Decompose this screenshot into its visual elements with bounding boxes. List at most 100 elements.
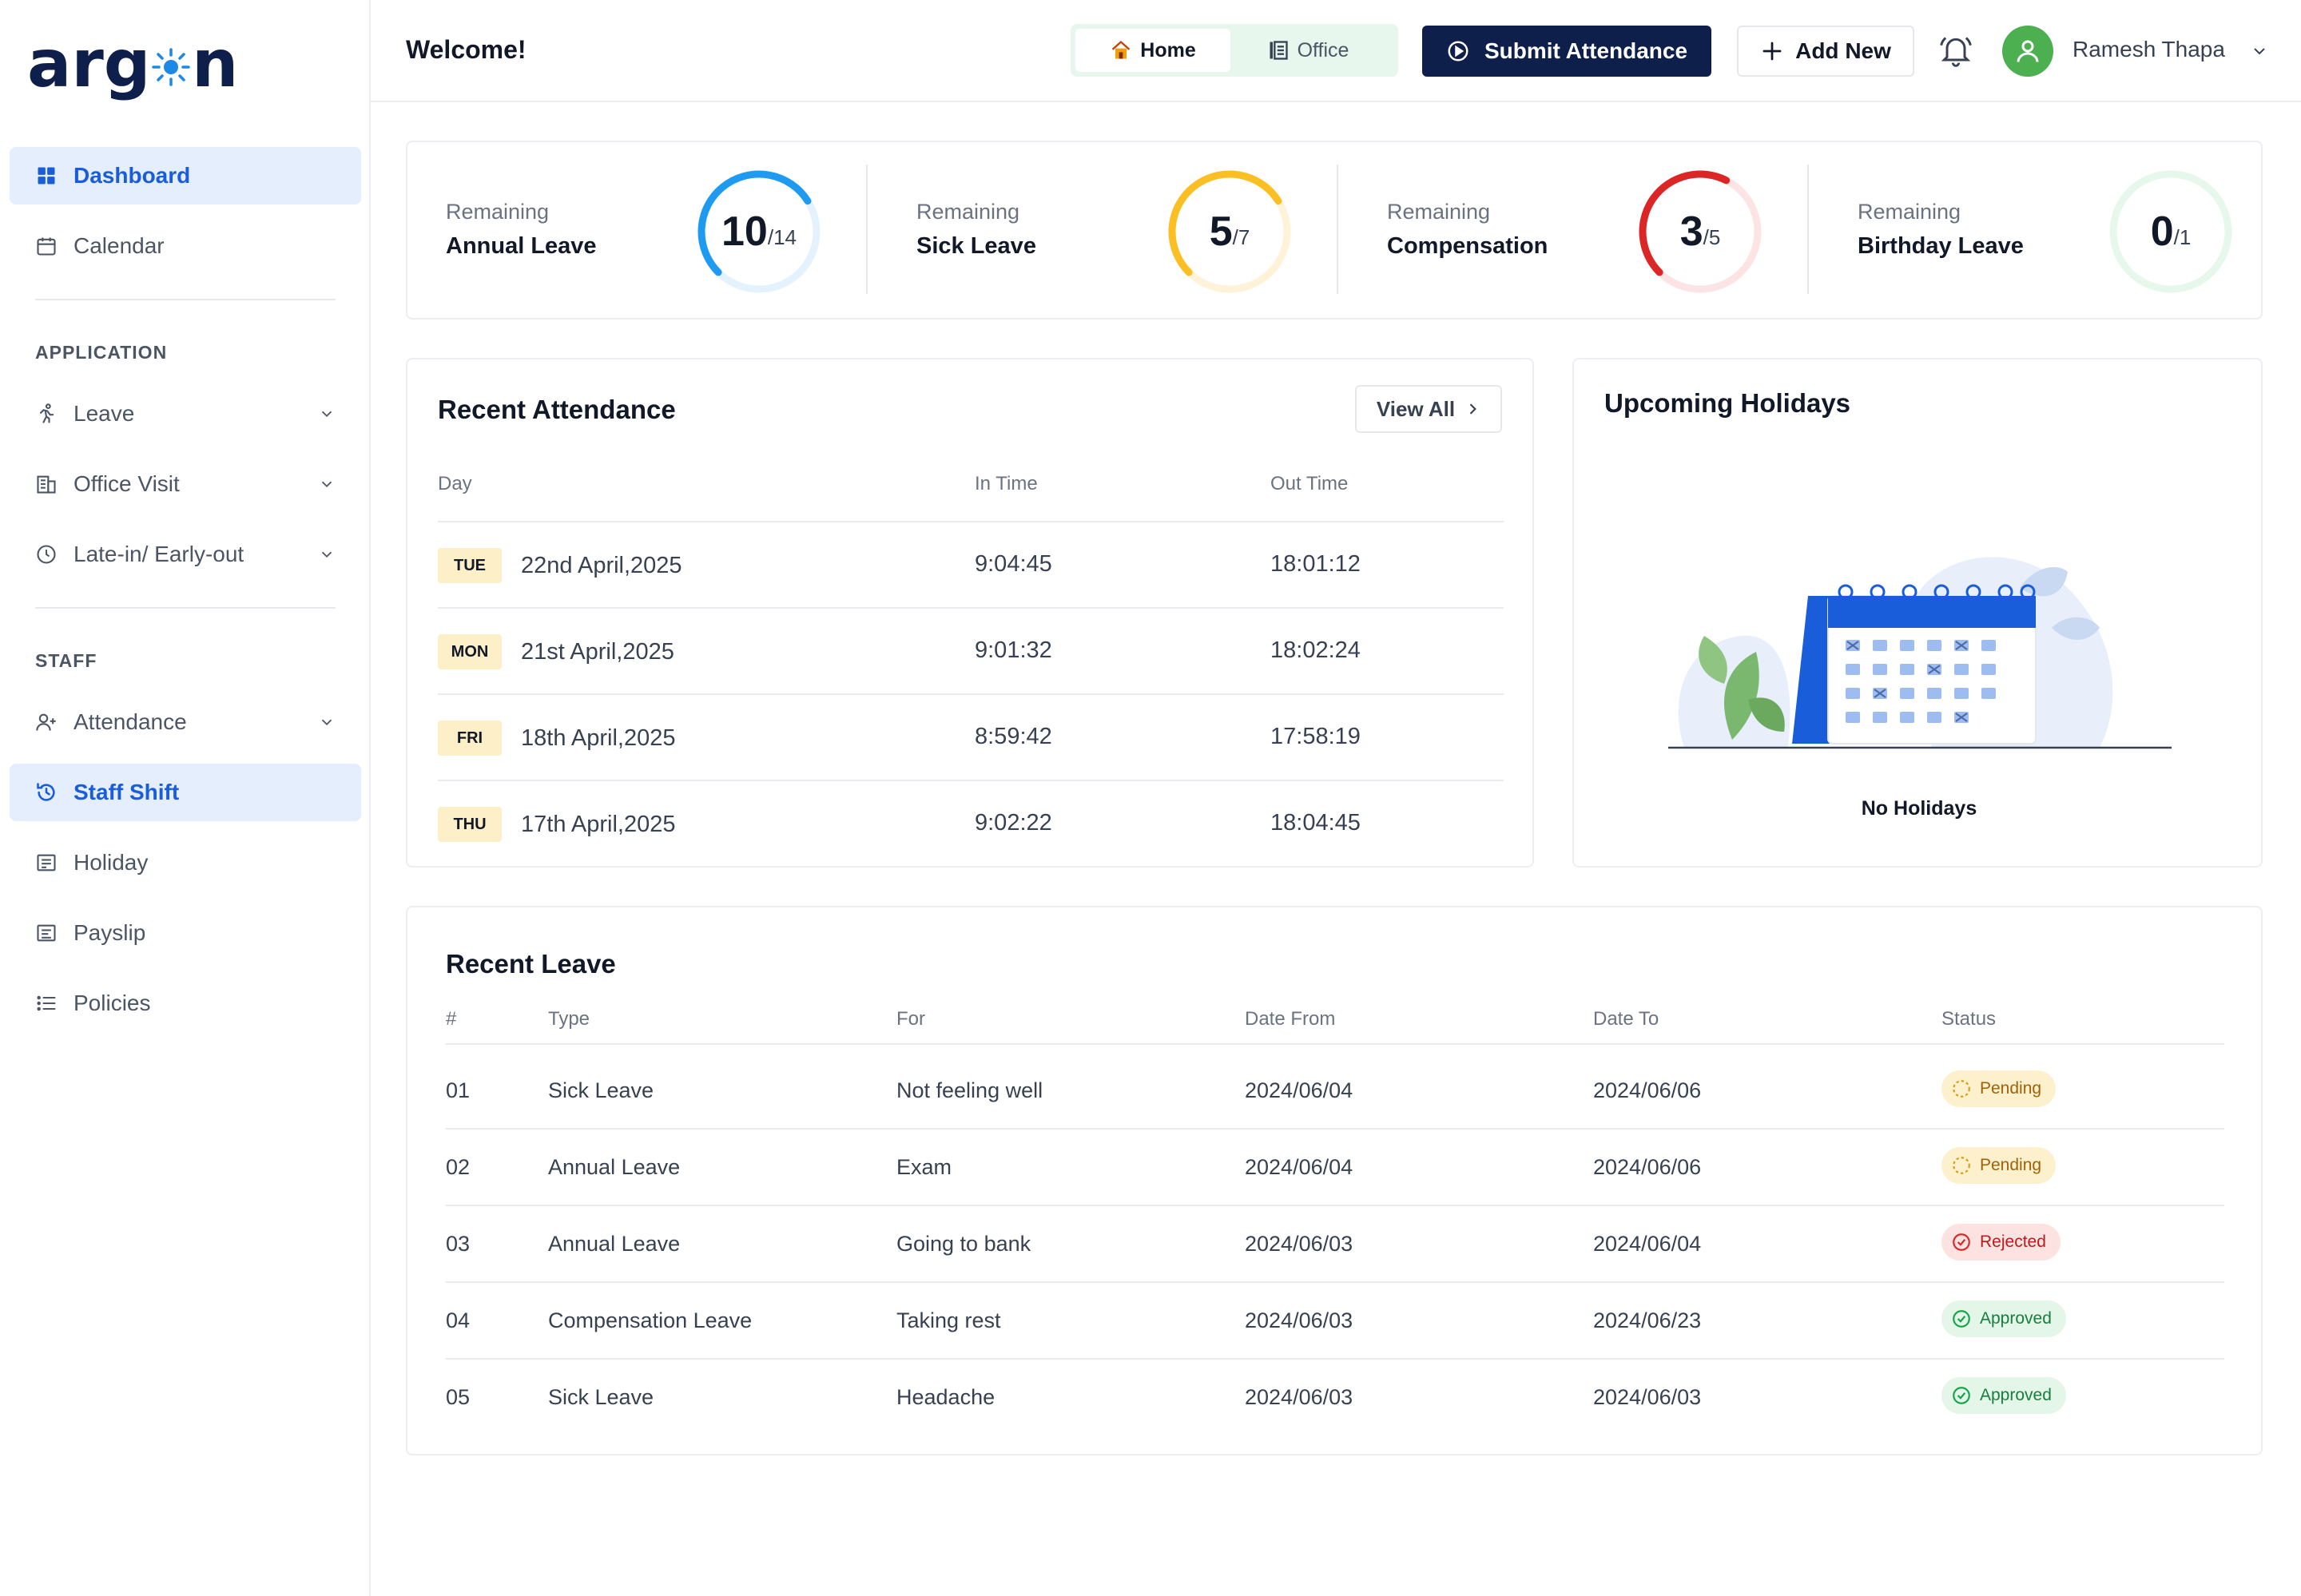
- leave-total: /1: [2173, 224, 2192, 249]
- leave-caption: Remaining: [916, 200, 1020, 224]
- column-header-in-time: In Time: [975, 473, 1038, 494]
- leave-type: Sick Leave: [548, 1385, 654, 1409]
- history-icon: [37, 783, 55, 801]
- row-divider: [438, 780, 1504, 781]
- avatar[interactable]: [2002, 26, 2053, 77]
- add-new-button[interactable]: Add New: [1737, 26, 1914, 77]
- user-name[interactable]: Ramesh Thapa: [2072, 37, 2225, 62]
- leave-remaining: 10: [721, 208, 768, 255]
- sidebar-item-attendance[interactable]: Attendance: [10, 693, 361, 751]
- chevron-down-icon: [321, 481, 332, 488]
- leave-summary-sick: Remaining Sick Leave 5/7: [916, 142, 1332, 318]
- row-divider: [438, 607, 1504, 609]
- leave-name: Sick Leave: [916, 233, 1036, 259]
- bell-icon: [1940, 37, 1972, 67]
- grid-icon: [38, 167, 55, 185]
- leave-reason: Headache: [896, 1385, 996, 1409]
- welcome-title: Welcome!: [406, 35, 527, 64]
- chevron-down-icon: [321, 719, 332, 726]
- attendance-in-time: 9:04:45: [975, 551, 1052, 577]
- status-badge: Approved: [1941, 1377, 2066, 1414]
- leave-reason: Exam: [896, 1155, 952, 1179]
- work-location-toggle: Home Office: [1071, 24, 1398, 77]
- column-header-date-from: Date From: [1245, 1008, 1336, 1030]
- recent-attendance-title: Recent Attendance: [438, 395, 676, 424]
- attendance-in-time: 9:01:32: [975, 637, 1052, 663]
- sidebar-item-label: Dashboard: [74, 163, 191, 188]
- argon-logo-icon: arg n: [27, 34, 236, 102]
- chevron-down-icon: [321, 551, 332, 558]
- calendar-illustration-icon: [1668, 557, 2172, 749]
- sidebar-item-label: Staff Shift: [74, 780, 180, 804]
- leave-total: /5: [1703, 224, 1721, 249]
- logo[interactable]: arg n: [27, 34, 236, 110]
- sidebar-item-holiday[interactable]: Holiday: [10, 834, 361, 891]
- leave-date-from: 2024/06/03: [1245, 1385, 1353, 1409]
- sidebar-item-policies[interactable]: Policies: [10, 975, 361, 1032]
- leave-caption: Remaining: [1387, 200, 1491, 224]
- row-divider: [438, 693, 1504, 695]
- column-header-day: Day: [438, 473, 472, 494]
- row-divider: [446, 1358, 2224, 1360]
- sidebar-item-late-in-early-out[interactable]: Late-in/ Early-out: [10, 526, 361, 583]
- upcoming-holidays-card: Upcoming Holidays: [1572, 358, 2263, 867]
- row-divider: [446, 1043, 2224, 1045]
- leave-count: 0/1: [2105, 166, 2236, 297]
- pending-icon: [1953, 1157, 1970, 1174]
- column-header-status: Status: [1941, 1008, 1997, 1030]
- user-plus-icon: [36, 713, 56, 731]
- leave-date-to: 2024/06/23: [1593, 1308, 1702, 1332]
- sidebar-item-leave[interactable]: Leave: [10, 385, 361, 443]
- toggle-office[interactable]: Office: [1230, 29, 1385, 72]
- leave-remaining: 3: [1679, 208, 1703, 255]
- leave-name: Annual Leave: [446, 233, 597, 259]
- leave-caption: Remaining: [1858, 200, 1961, 224]
- top-header: Welcome! Home Office Submit Attendance A…: [371, 0, 2301, 102]
- sidebar-item-office-visit[interactable]: Office Visit: [10, 455, 361, 513]
- leave-type: Annual Leave: [548, 1155, 681, 1179]
- leave-date-to: 2024/06/03: [1593, 1385, 1702, 1409]
- sidebar-item-dashboard[interactable]: Dashboard: [10, 147, 361, 204]
- leave-type: Annual Leave: [548, 1232, 681, 1256]
- leave-summary-annual: Remaining Annual Leave 10/14: [446, 142, 861, 318]
- leave-remaining: 0: [2150, 208, 2174, 255]
- column-header-number: #: [446, 1008, 457, 1030]
- sidebar-item-staff-shift[interactable]: Staff Shift: [10, 764, 361, 821]
- approved-check-icon: [1953, 1310, 1970, 1328]
- view-all-button[interactable]: View All: [1355, 385, 1502, 433]
- sidebar-item-calendar[interactable]: Calendar: [10, 217, 361, 275]
- notification-bell[interactable]: [1938, 32, 1973, 70]
- summary-divider: [1807, 165, 1809, 294]
- list-icon: [37, 995, 56, 1011]
- no-holidays-text: No Holidays: [1861, 797, 1977, 820]
- attendance-in-time: 8:59:42: [975, 724, 1052, 749]
- leave-total: /7: [1232, 224, 1250, 249]
- user-icon: [2017, 40, 2039, 62]
- section-title-staff: STAFF: [35, 650, 97, 671]
- chevron-down-icon: [2254, 48, 2265, 55]
- toggle-home[interactable]: Home: [1075, 29, 1230, 72]
- status-badge: Pending: [1941, 1070, 2057, 1107]
- leave-reason: Taking rest: [896, 1308, 1001, 1332]
- column-header-date-to: Date To: [1593, 1008, 1659, 1030]
- leave-number: 05: [446, 1385, 471, 1409]
- day-badge: TUE: [438, 548, 502, 583]
- sidebar-divider: [35, 299, 336, 300]
- view-all-label: View All: [1376, 396, 1456, 421]
- plus-icon: [1763, 42, 1782, 61]
- leave-date-to: 2024/06/06: [1593, 1155, 1702, 1179]
- user-menu-toggle[interactable]: [2250, 42, 2269, 61]
- leave-summary-birthday: Remaining Birthday Leave 0/1: [1858, 142, 2273, 318]
- upcoming-holidays-title: Upcoming Holidays: [1604, 388, 1851, 418]
- leave-summary-card: Remaining Annual Leave 10/14 Remaining S…: [406, 141, 2263, 320]
- leave-number: 04: [446, 1308, 471, 1332]
- calendar-icon: [37, 237, 56, 256]
- sidebar-item-payslip[interactable]: Payslip: [10, 904, 361, 962]
- rejected-check-icon: [1953, 1233, 1970, 1251]
- row-divider: [446, 1128, 2224, 1130]
- day-badge: MON: [438, 634, 502, 669]
- play-circle-icon: [1448, 41, 1468, 62]
- sidebar-item-label: Office Visit: [74, 471, 180, 496]
- submit-attendance-button[interactable]: Submit Attendance: [1422, 26, 1711, 77]
- row-divider: [446, 1281, 2224, 1283]
